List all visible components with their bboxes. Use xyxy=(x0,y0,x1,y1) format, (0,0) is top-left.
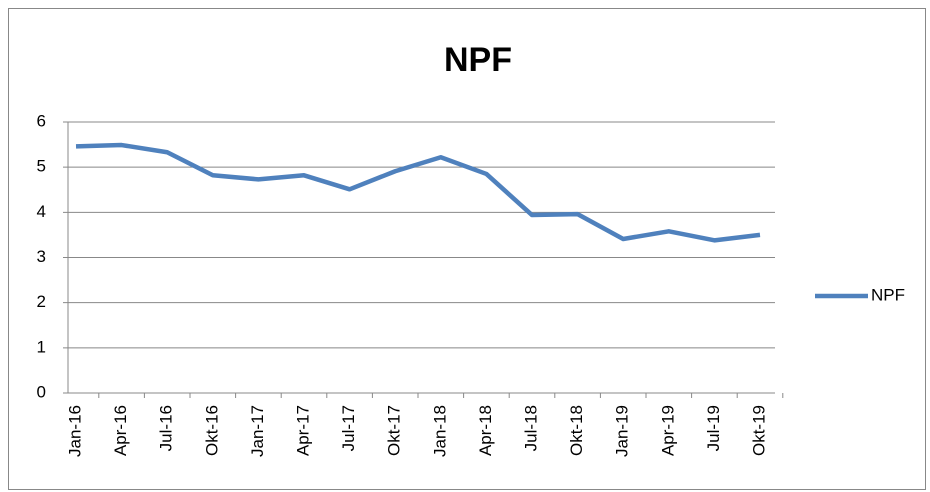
x-tick-label: Jul-17 xyxy=(339,405,358,451)
x-tick-label: Jul-18 xyxy=(521,405,540,451)
x-tick-label: Apr-18 xyxy=(476,405,495,456)
y-tick-label: 6 xyxy=(37,111,46,130)
y-tick-label: 5 xyxy=(37,157,46,176)
legend-label: NPF xyxy=(871,285,905,304)
x-tick-label: Apr-17 xyxy=(293,405,312,456)
x-tick-label: Okt-18 xyxy=(567,405,586,456)
y-tick-label: 1 xyxy=(37,337,46,356)
x-tick-label: Okt-16 xyxy=(202,405,221,456)
x-tick-label: Apr-19 xyxy=(658,405,677,456)
x-tick-label: Jul-16 xyxy=(157,405,176,451)
x-tick-label: Jan-17 xyxy=(248,405,267,457)
x-tick-label: Okt-19 xyxy=(749,405,768,456)
x-tick-label: Jan-19 xyxy=(613,405,632,457)
y-tick-label: 4 xyxy=(37,202,46,221)
x-tick-label: Jan-18 xyxy=(430,405,449,457)
y-tick-label: 0 xyxy=(37,382,46,401)
y-tick-label: 2 xyxy=(37,292,46,311)
y-tick-label: 3 xyxy=(37,247,46,266)
chart-title: NPF xyxy=(444,41,512,79)
x-tick-label: Jul-19 xyxy=(704,405,723,451)
x-tick-label: Apr-16 xyxy=(111,405,130,456)
x-tick-label: Okt-17 xyxy=(385,405,404,456)
x-tick-label: Jan-16 xyxy=(65,405,84,457)
chart-border xyxy=(8,8,926,490)
line-series xyxy=(75,142,761,243)
